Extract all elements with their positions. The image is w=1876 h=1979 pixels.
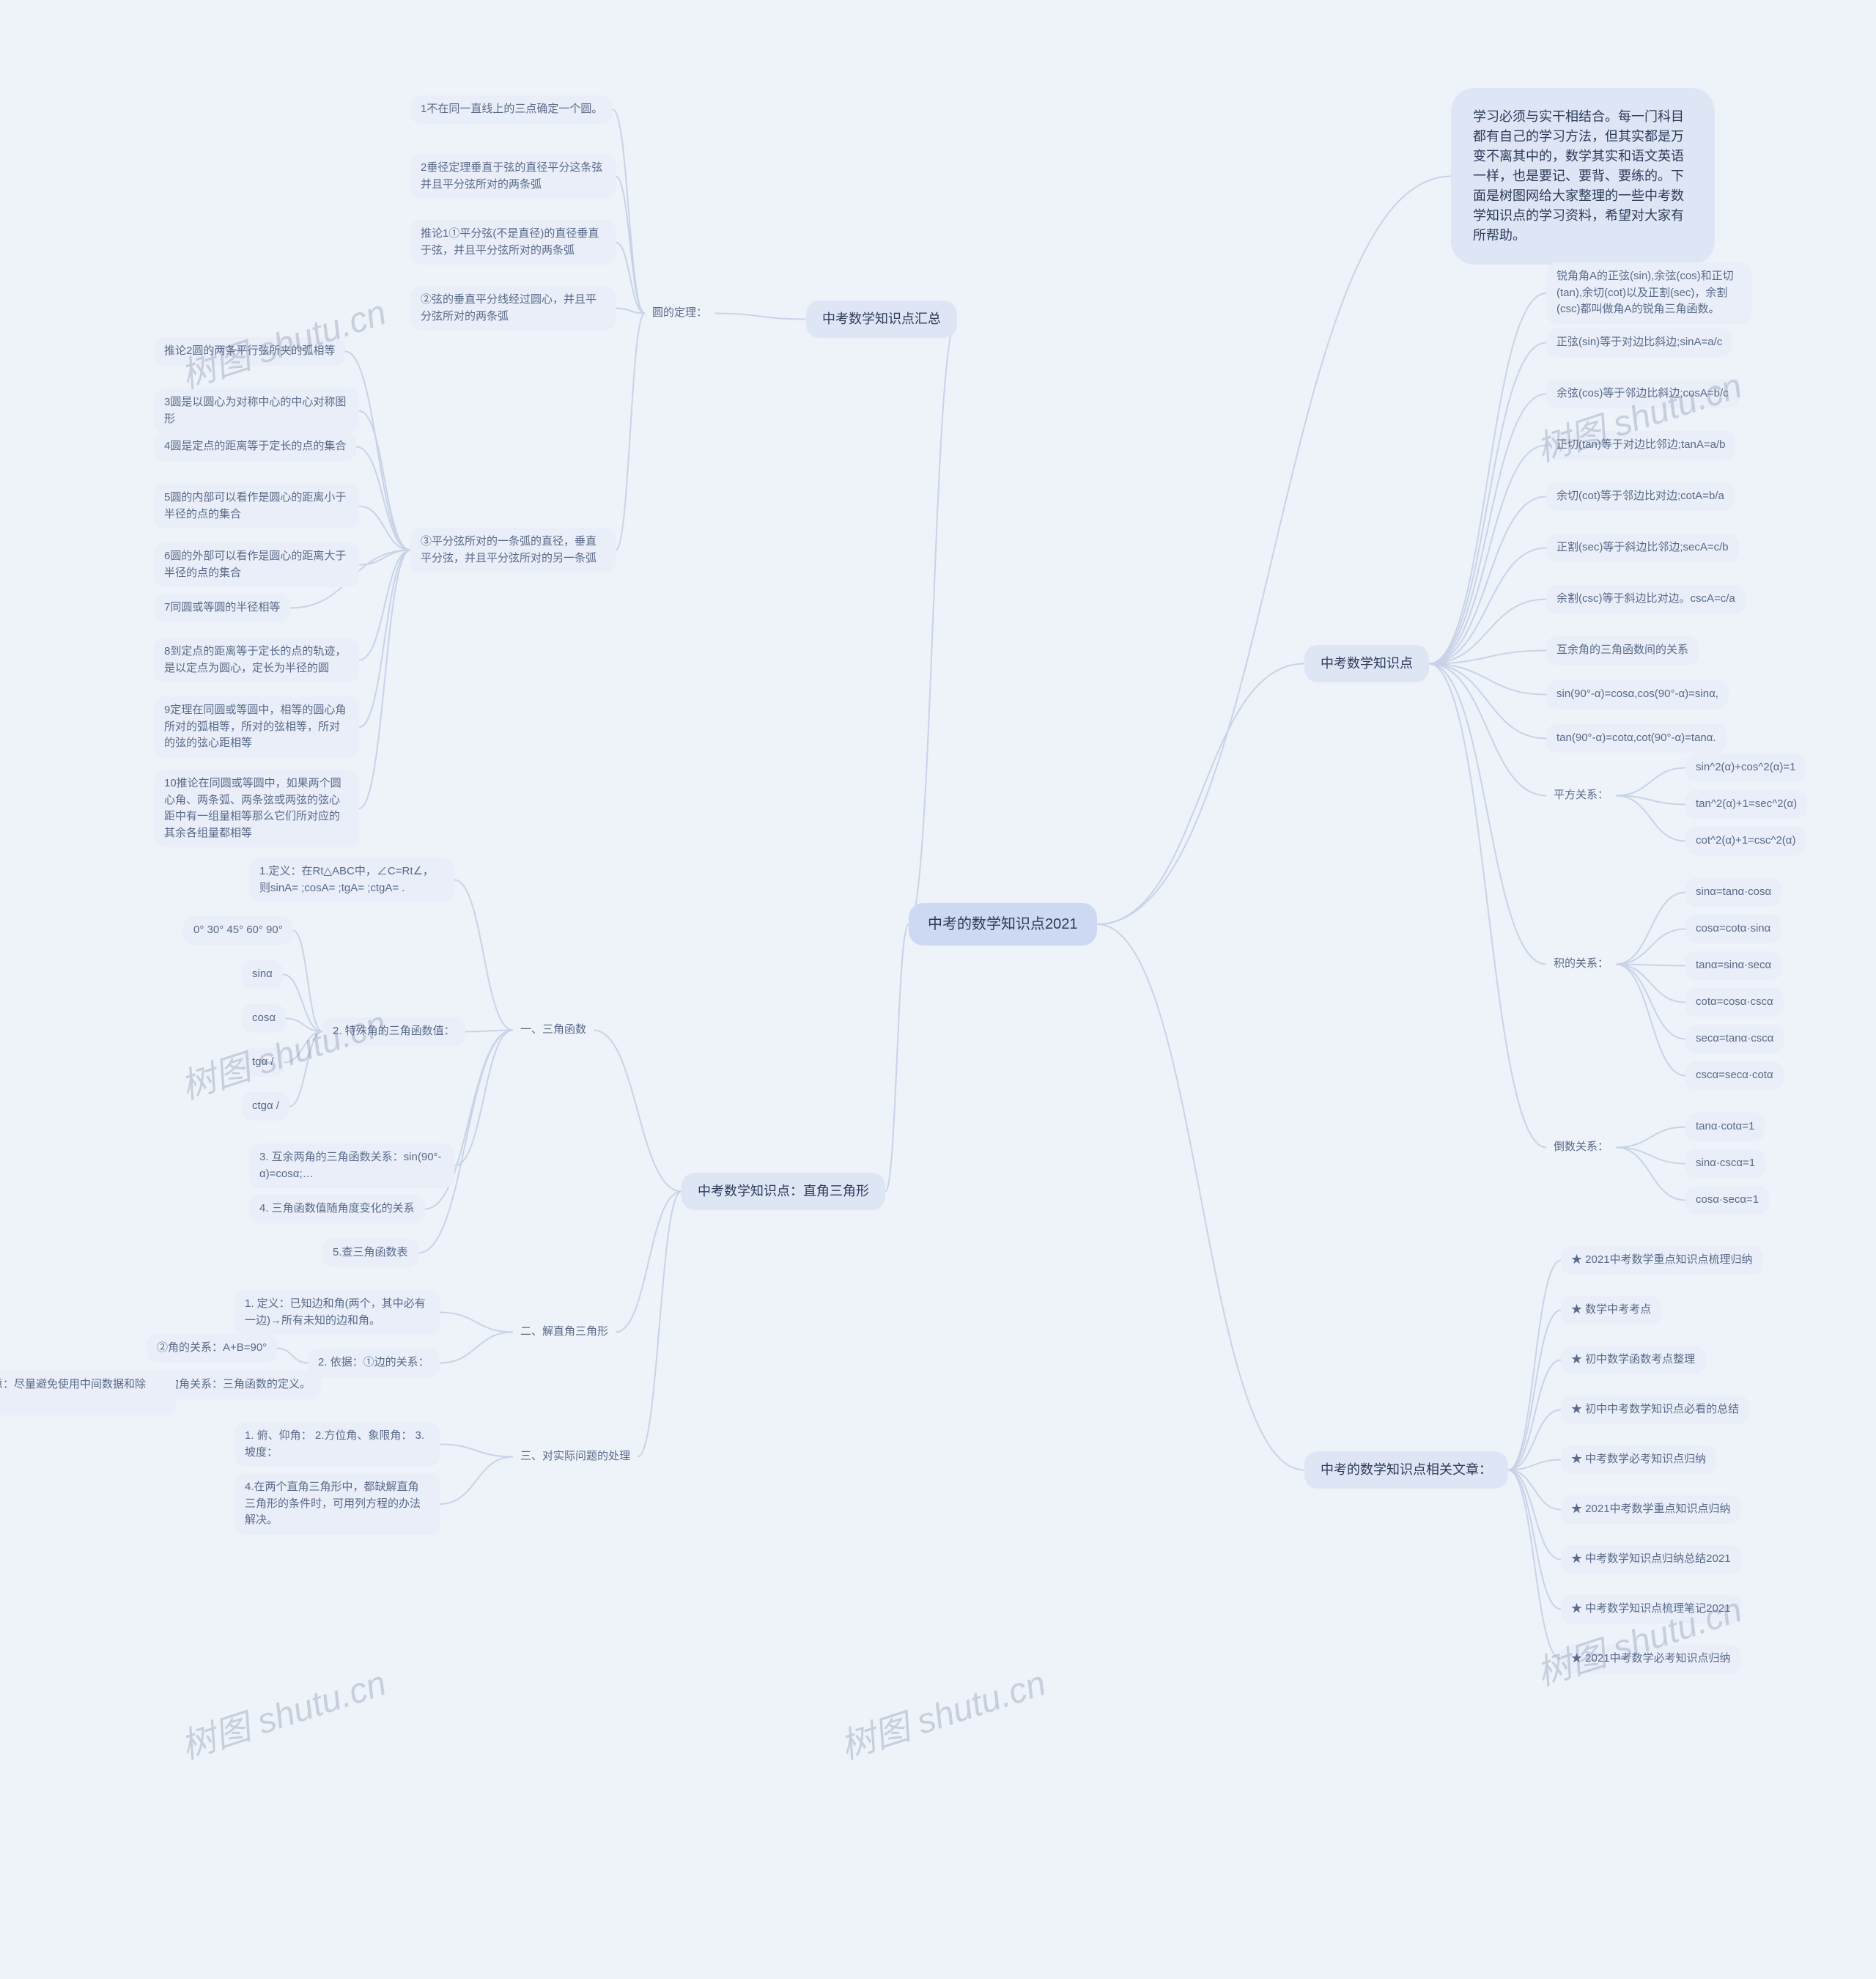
node-d2-8: 10推论在同圆或等圆中，如果两个圆心角、两条弧、两条弦或两弦的弦心距中有一组量相… <box>154 770 359 847</box>
branch-b_related-c0: ★ 2021中考数学重点知识点梳理归纳 <box>1561 1246 1763 1275</box>
node-d1-4: secα=tanα·cscα <box>1685 1025 1784 1053</box>
branch-b_related-c3: ★ 初中中考数学知识点必看的总结 <box>1561 1396 1749 1424</box>
node-d1-1: 4.在两个直角三角形中，都缺解直角三角形的条件时，可用列方程的办法解决。 <box>234 1473 440 1535</box>
node-d2-3: 5圆的内部可以看作是圆心的距离小于半径的点的集合 <box>154 484 359 528</box>
node-d2-1: 3圆是以圆心为对称中心的中心对称图形 <box>154 388 359 433</box>
watermark: 树图 shutu.cn <box>832 1654 1051 1769</box>
branch-b_rttri: 中考数学知识点：直角三角形 <box>682 1173 885 1210</box>
branch-b_related-c7: ★ 中考数学知识点梳理笔记2021 <box>1561 1595 1741 1624</box>
branch-b_related-c6: ★ 中考数学知识点归纳总结2021 <box>1561 1545 1741 1574</box>
branch-b_related-c8: ★ 2021中考数学必考知识点归纳 <box>1561 1645 1741 1673</box>
node-d1-3: cotα=cosα·cscα <box>1685 988 1784 1017</box>
node-d2-3: tgα / <box>242 1048 284 1077</box>
branch-b_points-c2: 余弦(cos)等于邻边比斜边;cosA=b/c <box>1546 380 1739 408</box>
branch-b_summary: 中考数学知识点汇总 <box>806 301 957 338</box>
node-d2-0: 0° 30° 45° 60° 90° <box>183 916 293 945</box>
branch-b_points-c10: 平方关系： <box>1546 783 1616 808</box>
branch-b_related-c1: ★ 数学中考考点 <box>1561 1296 1661 1324</box>
branch-b_related-c2: ★ 初中数学函数考点整理 <box>1561 1346 1705 1374</box>
branch-b_points-c8: sin(90°-α)=cosα,cos(90°-α)=sinα, <box>1546 680 1729 709</box>
node-d2-4: 6圆的外部可以看作是圆心的距离大于半径的点的集合 <box>154 542 359 587</box>
branch-b_points-c6: 余割(csc)等于斜边比对边。cscA=c/a <box>1546 585 1746 613</box>
branch-b_points-c3: 正切(tan)等于对边比邻边;tanA=a/b <box>1546 431 1735 460</box>
branch-b_points-c5: 正割(sec)等于斜边比邻边;secA=c/b <box>1546 534 1739 562</box>
node-d1-0: sin^2(α)+cos^2(α)=1 <box>1685 753 1806 782</box>
branch-b_points-c1: 正弦(sin)等于对边比斜边;sinA=a/c <box>1546 328 1732 357</box>
branch-b_related-c5: ★ 2021中考数学重点知识点归纳 <box>1561 1495 1741 1524</box>
node-d2-0: ②角的关系：A+B=90° <box>147 1334 277 1363</box>
node-d3-0: 注意：尽量避免使用中间数据和除法。 <box>0 1371 176 1415</box>
node-d1-1: cosα=cotα·sinα <box>1685 915 1781 943</box>
branch-b_points-c12: 倒数关系： <box>1546 1135 1616 1160</box>
node-d1-1: 2垂径定理垂直于弦的直径平分这条弦并且平分弦所对的两条弧 <box>410 154 616 199</box>
branch-b_summary-c0: 圆的定理： <box>645 301 714 326</box>
node-d1-3: 4. 三角函数值随角度变化的关系 <box>249 1195 425 1223</box>
intro-blurb: 学习必须与实干相结合。每一门科目都有自己的学习方法，但其实都是万变不离其中的，数… <box>1451 88 1715 265</box>
node-d2-7: 9定理在同圆或等圆中，相等的圆心角所对的弧相等，所对的弦相等，所对的弦的弦心距相… <box>154 696 359 758</box>
node-d1-1: tan^2(α)+1=sec^2(α) <box>1685 790 1807 819</box>
node-d1-1: sinα·cscα=1 <box>1685 1149 1765 1178</box>
node-d1-2: tanα=sinα·secα <box>1685 951 1781 980</box>
node-d1-2: cot^2(α)+1=csc^2(α) <box>1685 827 1806 855</box>
branch-b_rttri-c1: 二、解直角三角形 <box>513 1319 616 1345</box>
node-d1-0: sinα=tanα·cosα <box>1685 878 1781 907</box>
branch-b_points-c9: tan(90°-α)=cotα,cot(90°-α)=tanα. <box>1546 724 1727 753</box>
branch-b_related: 中考的数学知识点相关文章： <box>1304 1451 1508 1489</box>
node-d1-2: 3. 互余两角的三角函数关系：sin(90°-α)=cosα;… <box>249 1143 454 1188</box>
node-d1-2: 推论1①平分弦(不是直径)的直径垂直于弦，并且平分弦所对的两条弧 <box>410 220 616 265</box>
node-d1-3: ②弦的垂直平分线经过圆心，并且平分弦所对的两条弧 <box>410 286 616 331</box>
branch-b_rttri-c0: 一、三角函数 <box>513 1017 594 1043</box>
node-d2-2: cosα <box>242 1004 286 1033</box>
node-d1-2: cosα·secα=1 <box>1685 1186 1769 1215</box>
node-d1-0: tanα·cotα=1 <box>1685 1113 1765 1141</box>
node-d1-0: 1. 定义：已知边和角(两个，其中必有一边)→所有未知的边和角。 <box>234 1290 440 1335</box>
root-node: 中考的数学知识点2021 <box>909 903 1097 946</box>
branch-b_rttri-c2: 三、对实际问题的处理 <box>513 1444 638 1470</box>
node-d1-5: cscα=secα·cotα <box>1685 1061 1784 1090</box>
node-d2-5: 7同圆或等圆的半径相等 <box>154 594 290 622</box>
node-d2-2: 4圆是定点的距离等于定长的点的集合 <box>154 432 356 461</box>
node-d1-1: 2. 特殊角的三角函数值： <box>322 1017 465 1046</box>
node-d2-1: sinα <box>242 960 283 989</box>
watermark: 树图 shutu.cn <box>173 1654 391 1769</box>
branch-b_points-c4: 余切(cot)等于邻边比对边;cotA=b/a <box>1546 482 1735 511</box>
branch-b_points-c0: 锐角角A的正弦(sin),余弦(cos)和正切(tan),余切(cot)以及正割… <box>1546 262 1751 324</box>
node-d2-4: ctgα / <box>242 1092 289 1121</box>
branch-b_points-c7: 互余角的三角函数间的关系 <box>1546 636 1699 665</box>
node-d1-0: 1不在同一直线上的三点确定一个圆。 <box>410 95 613 124</box>
node-d1-4: 5.查三角函数表 <box>322 1239 418 1267</box>
node-d1-1: 2. 依据：①边的关系： <box>308 1349 440 1377</box>
branch-b_points: 中考数学知识点 <box>1304 645 1429 682</box>
node-d1-0: 1.定义：在Rt△ABC中，∠C=Rt∠，则sinA= ;cosA= ;tgA=… <box>249 858 454 902</box>
node-d2-6: 8到定点的距离等于定长的点的轨迹，是以定点为圆心，定长为半径的圆 <box>154 638 359 682</box>
node-d1-4: ③平分弦所对的一条弧的直径，垂直平分弦，并且平分弦所对的另一条弧 <box>410 528 616 572</box>
branch-b_related-c4: ★ 中考数学必考知识点归纳 <box>1561 1445 1716 1474</box>
node-d2-0: 推论2圆的两条平行弦所夹的弧相等 <box>154 337 345 366</box>
branch-b_points-c11: 积的关系： <box>1546 951 1616 977</box>
node-d1-0: 1. 俯、仰角： 2.方位角、象限角： 3.坡度： <box>234 1422 440 1467</box>
